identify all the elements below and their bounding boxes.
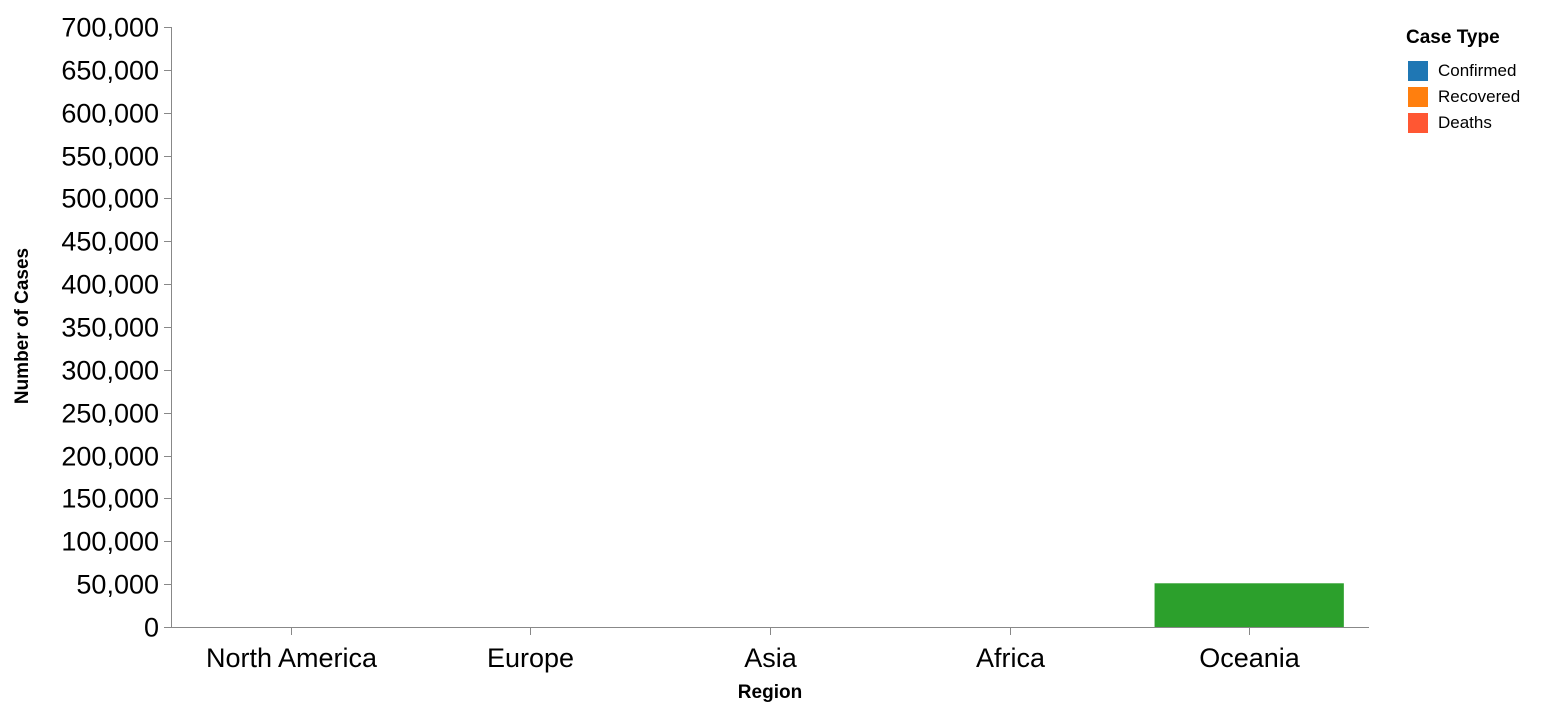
y-tick-label: 600,000 — [61, 99, 159, 129]
y-tick-label: 0 — [144, 613, 159, 643]
legend-label: Deaths — [1438, 113, 1492, 132]
y-tick-label: 150,000 — [61, 484, 159, 514]
y-tick-label: 250,000 — [61, 399, 159, 429]
y-axis-title: Number of Cases — [12, 248, 33, 404]
x-axis-title: Region — [738, 682, 802, 703]
y-tick-label: 550,000 — [61, 142, 159, 172]
x-tick-label: Asia — [744, 643, 798, 673]
y-tick-label: 300,000 — [61, 356, 159, 386]
y-tick-label: 400,000 — [61, 270, 159, 300]
legend-title: Case Type — [1406, 27, 1500, 48]
y-axis: 0 50,000 100,000 150,000 200,000 250,000 300,0… — [61, 13, 172, 643]
x-tick-label: Africa — [976, 643, 1046, 673]
y-tick-label: 650,000 — [61, 56, 159, 86]
x-tick-label: North America — [206, 643, 378, 673]
x-tick-label: Europe — [487, 643, 574, 673]
legend: Case Type Confirmed Recovered Deaths — [1406, 27, 1520, 133]
legend-label: Recovered — [1438, 87, 1520, 106]
legend-swatch — [1408, 113, 1428, 133]
y-tick-label: 50,000 — [76, 570, 159, 600]
y-tick-label: 100,000 — [61, 527, 159, 557]
legend-swatch — [1408, 61, 1428, 81]
y-tick-label: 350,000 — [61, 313, 159, 343]
x-axis: North America Europe Asia Africa Oceania — [171, 627, 1369, 673]
bar-oceania-3 — [1154, 583, 1344, 627]
legend-swatch — [1408, 87, 1428, 107]
bars-layer — [1154, 583, 1344, 627]
y-tick-label: 200,000 — [61, 442, 159, 472]
y-tick-label: 500,000 — [61, 184, 159, 214]
legend-items: Confirmed Recovered Deaths — [1408, 61, 1520, 133]
legend-label: Confirmed — [1438, 61, 1516, 80]
x-tick-label: Oceania — [1199, 643, 1301, 673]
y-tick-label: 450,000 — [61, 227, 159, 257]
y-tick-label: 700,000 — [61, 13, 159, 43]
